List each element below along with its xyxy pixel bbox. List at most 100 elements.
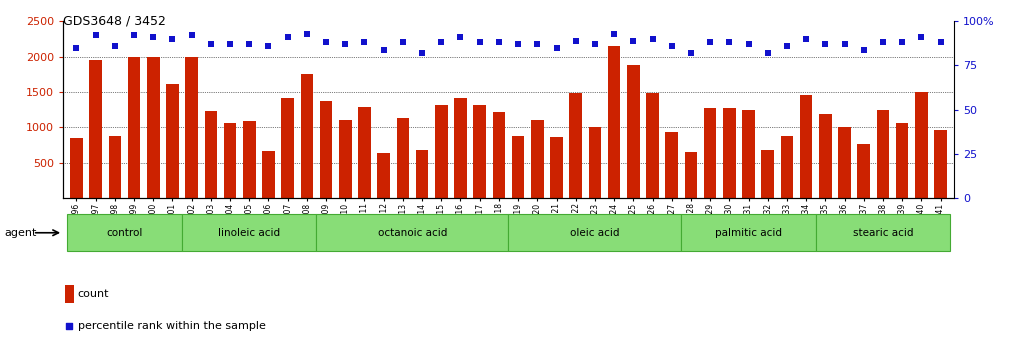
- Bar: [742, 110, 755, 198]
- Bar: [474, 105, 486, 198]
- Point: [645, 36, 661, 42]
- Bar: [377, 153, 390, 198]
- Bar: [531, 120, 543, 198]
- Point: [529, 41, 545, 47]
- Point: [68, 45, 84, 51]
- Text: agent: agent: [4, 228, 37, 238]
- Point: [395, 40, 411, 45]
- Bar: [762, 150, 774, 198]
- Bar: [282, 98, 294, 198]
- Bar: [301, 74, 313, 198]
- FancyBboxPatch shape: [182, 215, 316, 251]
- Text: stearic acid: stearic acid: [852, 228, 913, 238]
- Point: [433, 40, 450, 45]
- Point: [472, 40, 488, 45]
- Point: [663, 43, 679, 49]
- Point: [875, 40, 891, 45]
- Bar: [896, 123, 908, 198]
- Bar: [320, 101, 333, 198]
- Point: [222, 41, 238, 47]
- Point: [548, 45, 564, 51]
- Point: [338, 41, 354, 47]
- Text: oleic acid: oleic acid: [571, 228, 619, 238]
- Point: [855, 47, 872, 52]
- Bar: [65, 285, 73, 303]
- Point: [818, 41, 834, 47]
- Bar: [819, 114, 832, 198]
- Point: [625, 38, 642, 44]
- Point: [760, 50, 776, 56]
- FancyBboxPatch shape: [67, 215, 182, 251]
- Point: [375, 47, 392, 52]
- Point: [798, 36, 815, 42]
- Bar: [70, 138, 82, 198]
- Point: [587, 41, 603, 47]
- Point: [87, 33, 104, 38]
- FancyBboxPatch shape: [316, 215, 508, 251]
- Point: [260, 43, 277, 49]
- Bar: [147, 57, 160, 198]
- Bar: [262, 151, 275, 198]
- Point: [126, 33, 142, 38]
- Bar: [627, 65, 640, 198]
- Point: [779, 43, 795, 49]
- Point: [567, 38, 584, 44]
- Bar: [589, 127, 601, 198]
- Point: [491, 40, 507, 45]
- Bar: [704, 108, 716, 198]
- Point: [453, 34, 469, 40]
- Bar: [684, 152, 697, 198]
- Bar: [455, 98, 467, 198]
- Bar: [646, 93, 659, 198]
- Point: [702, 40, 718, 45]
- Bar: [857, 144, 870, 198]
- Text: count: count: [77, 289, 109, 299]
- Bar: [799, 95, 813, 198]
- FancyBboxPatch shape: [508, 215, 681, 251]
- Point: [165, 36, 181, 42]
- Bar: [224, 123, 236, 198]
- Point: [145, 34, 162, 40]
- Point: [107, 43, 123, 49]
- Point: [356, 40, 372, 45]
- Point: [202, 41, 219, 47]
- Bar: [877, 110, 889, 198]
- FancyBboxPatch shape: [681, 215, 816, 251]
- Point: [299, 31, 315, 36]
- Point: [836, 41, 852, 47]
- FancyBboxPatch shape: [816, 215, 950, 251]
- Point: [721, 40, 737, 45]
- Point: [241, 41, 257, 47]
- Text: percentile rank within the sample: percentile rank within the sample: [77, 321, 265, 331]
- Bar: [416, 150, 428, 198]
- Bar: [512, 136, 525, 198]
- Point: [933, 40, 949, 45]
- Bar: [185, 57, 198, 198]
- Point: [740, 41, 757, 47]
- Point: [318, 40, 335, 45]
- Bar: [339, 120, 352, 198]
- Point: [414, 50, 430, 56]
- Text: linoleic acid: linoleic acid: [219, 228, 281, 238]
- Bar: [128, 57, 140, 198]
- Bar: [550, 137, 562, 198]
- Bar: [838, 127, 851, 198]
- Point: [913, 34, 930, 40]
- Point: [894, 40, 910, 45]
- Point: [510, 41, 526, 47]
- Bar: [915, 92, 928, 198]
- Point: [682, 50, 699, 56]
- Bar: [935, 130, 947, 198]
- Bar: [358, 107, 371, 198]
- Point: [61, 323, 77, 329]
- Bar: [243, 121, 255, 198]
- Bar: [109, 136, 121, 198]
- Bar: [665, 132, 678, 198]
- Text: GDS3648 / 3452: GDS3648 / 3452: [63, 14, 166, 27]
- Point: [183, 33, 199, 38]
- Bar: [570, 93, 582, 198]
- Text: octanoic acid: octanoic acid: [377, 228, 447, 238]
- Bar: [435, 105, 447, 198]
- Bar: [166, 84, 179, 198]
- Text: control: control: [107, 228, 142, 238]
